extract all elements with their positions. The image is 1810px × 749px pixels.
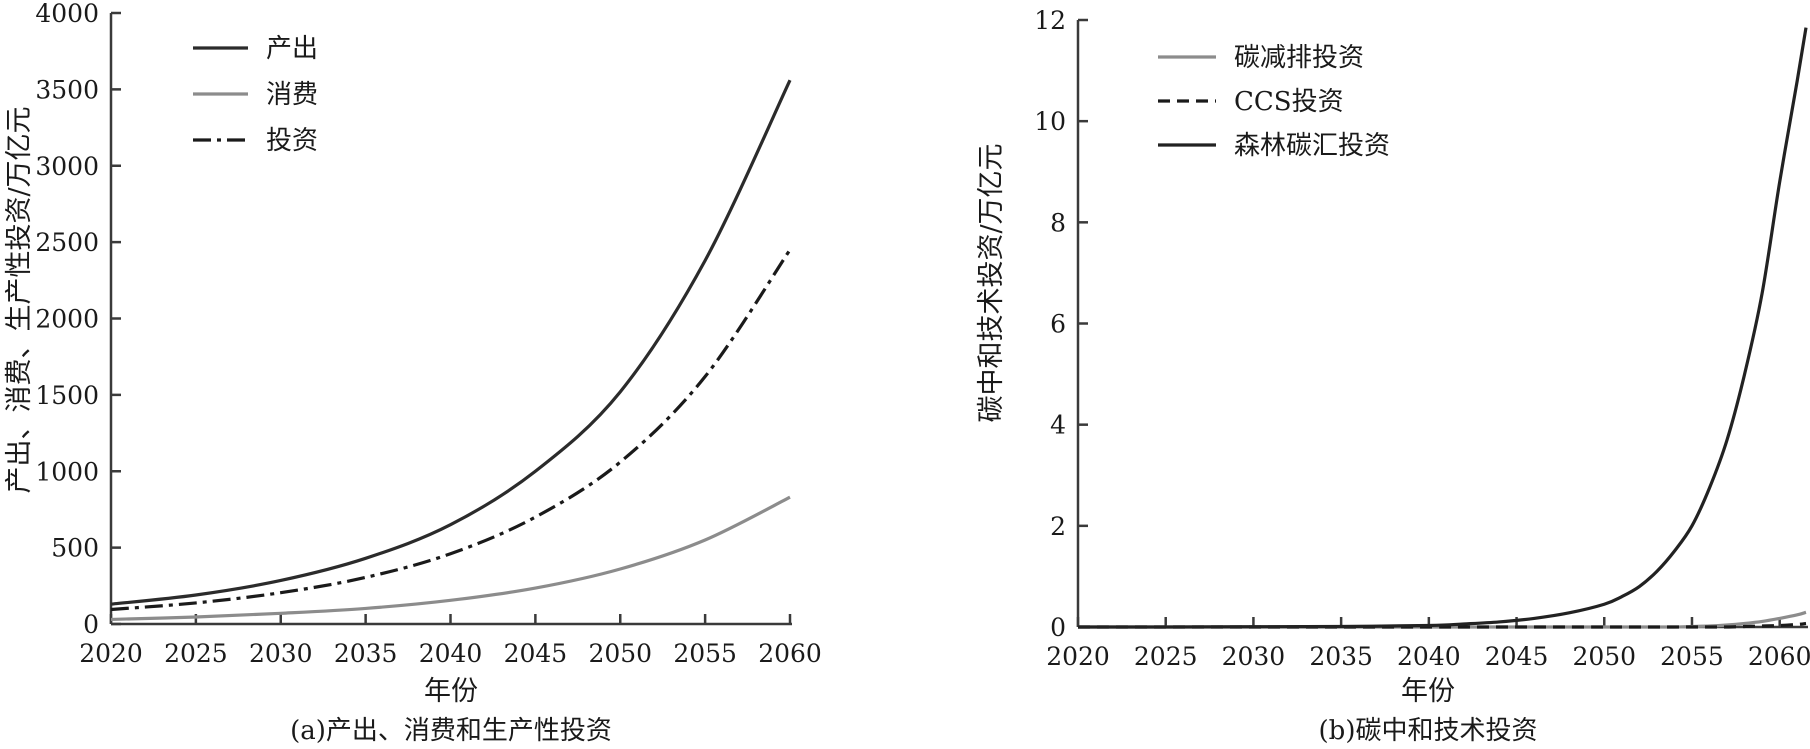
a-legend-label-1: 消费 [266,80,318,110]
a-y-tick-label: 2000 [35,305,99,334]
b-x-tick-label: 2035 [1309,642,1373,671]
b-x-tick-label: 2050 [1572,642,1636,671]
a-y-tick-label: 3000 [35,152,99,181]
chart-a-caption: (a)产出、消费和生产性投资 [290,716,612,746]
chart-panel-b: 0 2 4 6 8 10 12 2020 2025 2030 2035 2040 2045 2050 205… [976,6,1810,746]
b-x-tick-label: 2025 [1134,642,1198,671]
b-series-line-2 [1078,27,1808,629]
chart-b-caption: (b)碳中和技术投资 [1319,716,1538,746]
b-x-tick-label: 2040 [1397,642,1461,671]
a-series-line-0 [110,79,792,606]
b-y-tick-label: 0 [1050,613,1066,642]
a-y-tick-label: 500 [51,534,99,563]
b-series-line-1 [1078,621,1807,629]
a-legend-label-2: 投资 [266,126,318,156]
a-series-line-2 [110,248,792,612]
chart-panel-a: 0 500 1000 1500 2000 2500 3000 3500 4000 2020 2025… [4,0,822,746]
a-x-tick-label: 2045 [504,639,568,668]
a-x-tick-label: 2040 [419,639,483,668]
b-y-tick-label: 12 [1034,6,1066,35]
a-y-tick-label: 1500 [35,381,99,410]
a-x-tick-label: 2060 [758,639,822,668]
a-x-tick-label: 2055 [673,639,737,668]
chart-b-xlabel: 年份 [1401,676,1455,707]
b-y-tick-label: 8 [1050,208,1066,237]
b-y-tick-label: 4 [1050,411,1066,440]
b-x-tick-label: 2020 [1046,642,1110,671]
b-y-tick-label: 2 [1050,512,1066,541]
chart-a-series [110,79,792,622]
chart-b-ylabel: 碳中和技术投资/万亿元 [976,143,1007,422]
a-legend-label-0: 产出 [266,34,318,64]
b-x-tick-label: 2055 [1660,642,1724,671]
a-series-line-1 [110,495,791,622]
a-y-tick-label: 3500 [35,75,99,104]
a-x-tick-label: 2035 [334,639,398,668]
a-y-tick-label: 2500 [35,228,99,257]
chart-b-series [1078,27,1808,629]
chart-a-axes: 0 500 1000 1500 2000 2500 3000 3500 4000 2020 2025… [35,0,821,668]
b-x-tick-label: 2060 [1748,642,1810,671]
b-legend-label-2: 森林碳汇投资 [1234,131,1390,161]
chart-a-ylabel: 产出、消费、生产性投资/万亿元 [4,106,35,493]
b-y-tick-label: 10 [1034,107,1066,136]
a-y-tick-label: 4000 [35,0,99,28]
b-legend-label-0: 碳减排投资 [1234,43,1364,73]
a-x-tick-label: 2025 [164,639,228,668]
chart-b-axes: 0 2 4 6 8 10 12 2020 2025 2030 2035 2040 2045 2050 205… [1034,6,1810,671]
a-x-tick-label: 2030 [249,639,313,668]
a-y-tick-label: 0 [83,610,99,639]
a-x-tick-label: 2050 [588,639,652,668]
a-y-tick-label: 1000 [35,457,99,486]
a-x-tick-label: 2020 [79,639,143,668]
b-legend-label-1: CCS投资 [1234,87,1344,117]
b-y-tick-label: 6 [1050,310,1066,339]
b-x-tick-label: 2045 [1485,642,1549,671]
b-x-tick-label: 2030 [1222,642,1286,671]
chart-a-xlabel: 年份 [424,676,478,707]
